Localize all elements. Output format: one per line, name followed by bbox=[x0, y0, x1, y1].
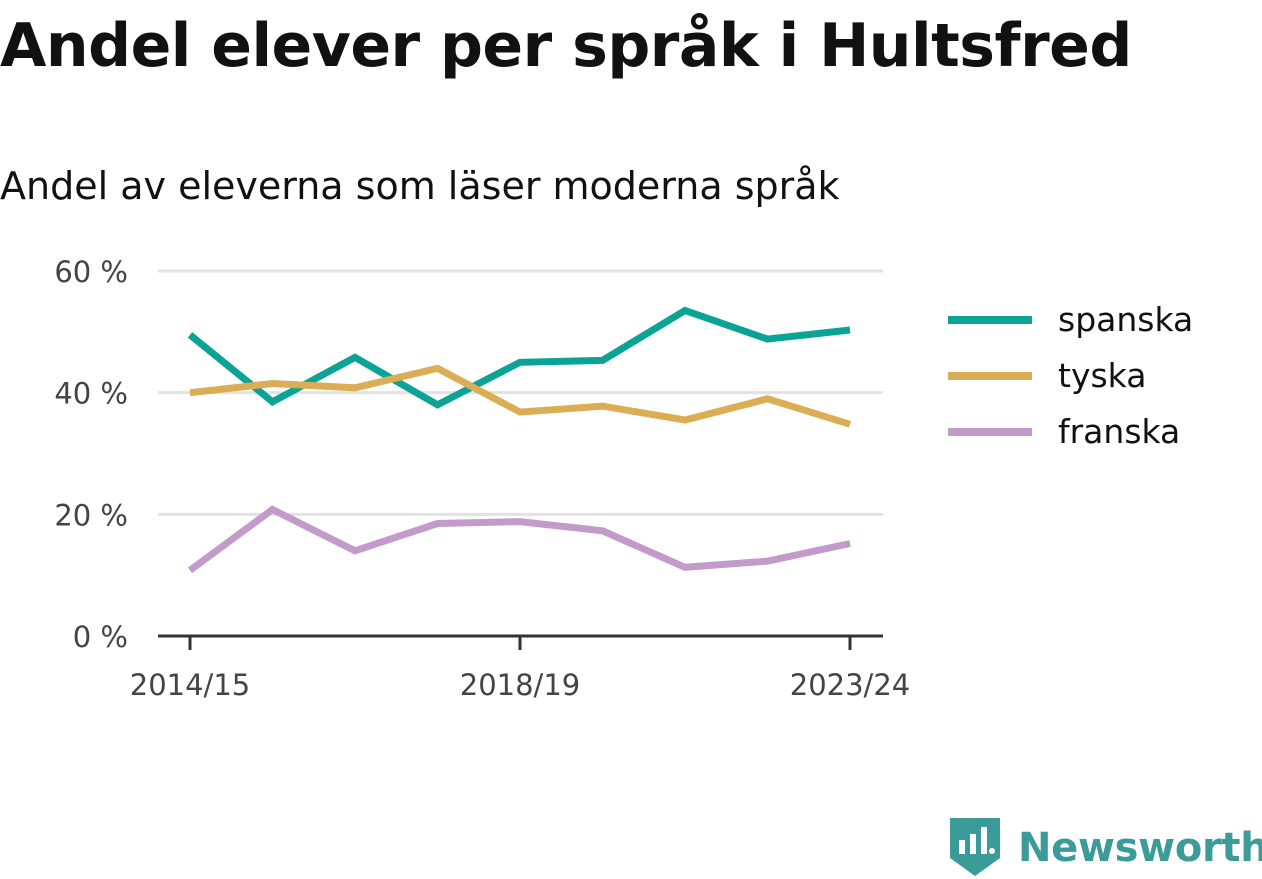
series-line-tyska bbox=[189, 364, 852, 428]
legend-label-tyska: tyska bbox=[1058, 356, 1146, 395]
y-tick-label: 0 % bbox=[73, 620, 128, 654]
legend-label-franska: franska bbox=[1058, 412, 1180, 451]
legend: spanska tyska franska bbox=[948, 300, 1193, 451]
series-line-spanska bbox=[187, 306, 851, 409]
y-tick-label: 60 % bbox=[54, 255, 128, 289]
brand-logo: Newsworthy bbox=[950, 818, 1262, 878]
y-tick-label: 40 % bbox=[54, 377, 128, 411]
x-tick-label: 2014/15 bbox=[130, 668, 250, 702]
series-line-franska bbox=[187, 505, 851, 574]
chart-subtitle: Andel av eleverna som läser moderna språ… bbox=[0, 164, 840, 208]
series-lines bbox=[187, 306, 852, 574]
chart-title: Andel elever per språk i Hultsfred bbox=[0, 11, 1132, 81]
x-tick-label: 2018/19 bbox=[460, 668, 580, 702]
x-axis: 2014/15 2018/19 2023/24 bbox=[130, 634, 910, 702]
legend-label-spanska: spanska bbox=[1058, 300, 1193, 339]
newsworthy-logo-icon bbox=[950, 818, 1000, 876]
brand-name: Newsworthy bbox=[1018, 825, 1262, 871]
y-axis-ticks: 0 % 20 % 40 % 60 % bbox=[54, 255, 128, 654]
y-tick-label: 20 % bbox=[54, 498, 128, 532]
x-tick-label: 2023/24 bbox=[790, 668, 910, 702]
